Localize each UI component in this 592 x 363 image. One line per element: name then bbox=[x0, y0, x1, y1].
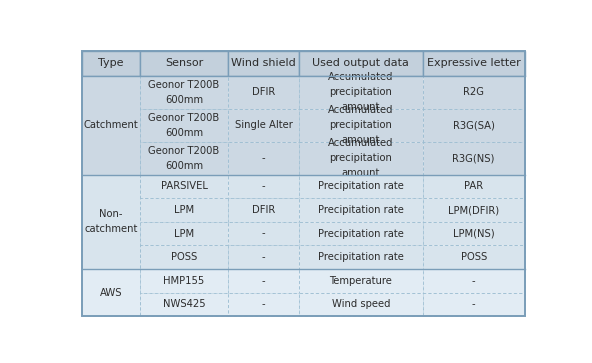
Bar bbox=[140, 269, 228, 293]
Text: Used output data: Used output data bbox=[313, 58, 409, 68]
Text: Sensor: Sensor bbox=[165, 58, 203, 68]
Bar bbox=[423, 50, 525, 76]
Text: Accumulated
precipitation
amount: Accumulated precipitation amount bbox=[328, 105, 394, 145]
Text: -: - bbox=[472, 299, 475, 309]
Text: Wind shield: Wind shield bbox=[231, 58, 296, 68]
Bar bbox=[228, 222, 299, 245]
Bar bbox=[82, 76, 140, 109]
Bar bbox=[228, 293, 299, 316]
Text: LPM(NS): LPM(NS) bbox=[453, 229, 494, 238]
Bar bbox=[140, 50, 228, 76]
Bar bbox=[299, 109, 423, 142]
Text: -: - bbox=[262, 182, 265, 191]
Bar bbox=[228, 269, 299, 293]
Bar bbox=[299, 245, 423, 269]
Bar bbox=[140, 109, 228, 142]
Text: Catchment: Catchment bbox=[83, 120, 139, 130]
Bar bbox=[82, 175, 140, 198]
Text: Precipitation rate: Precipitation rate bbox=[318, 229, 404, 238]
Bar bbox=[82, 142, 140, 175]
Bar bbox=[82, 175, 140, 269]
Text: Geonor T200B
600mm: Geonor T200B 600mm bbox=[149, 146, 220, 171]
Text: R3G(SA): R3G(SA) bbox=[453, 120, 495, 130]
Text: PAR: PAR bbox=[464, 182, 483, 191]
Bar bbox=[140, 293, 228, 316]
Bar bbox=[423, 269, 525, 293]
Text: Accumulated
precipitation
amount: Accumulated precipitation amount bbox=[328, 138, 394, 178]
Bar bbox=[423, 175, 525, 198]
Bar bbox=[140, 198, 228, 222]
Bar bbox=[299, 175, 423, 198]
Text: POSS: POSS bbox=[171, 252, 197, 262]
Text: LPM: LPM bbox=[174, 205, 194, 215]
Text: Wind speed: Wind speed bbox=[332, 299, 390, 309]
Bar bbox=[228, 245, 299, 269]
Text: Non-
catchment: Non- catchment bbox=[84, 209, 138, 234]
Bar bbox=[423, 222, 525, 245]
Bar bbox=[228, 109, 299, 142]
Text: Expressive letter: Expressive letter bbox=[427, 58, 520, 68]
Bar bbox=[423, 293, 525, 316]
Bar bbox=[228, 76, 299, 109]
Text: Type: Type bbox=[98, 58, 124, 68]
Text: Precipitation rate: Precipitation rate bbox=[318, 252, 404, 262]
Text: -: - bbox=[262, 229, 265, 238]
Text: Single Alter: Single Alter bbox=[234, 120, 292, 130]
Bar bbox=[82, 76, 140, 175]
Bar bbox=[423, 76, 525, 109]
Bar bbox=[140, 142, 228, 175]
Text: DFIR: DFIR bbox=[252, 87, 275, 97]
Bar bbox=[140, 76, 228, 109]
Bar bbox=[299, 142, 423, 175]
Bar bbox=[140, 175, 228, 198]
Bar bbox=[228, 142, 299, 175]
Text: Geonor T200B
600mm: Geonor T200B 600mm bbox=[149, 113, 220, 138]
Bar bbox=[228, 175, 299, 198]
Text: R3G(NS): R3G(NS) bbox=[452, 153, 495, 163]
Bar bbox=[82, 198, 140, 222]
Text: -: - bbox=[262, 276, 265, 286]
Bar bbox=[82, 222, 140, 245]
Bar bbox=[228, 198, 299, 222]
Text: POSS: POSS bbox=[461, 252, 487, 262]
Text: NWS425: NWS425 bbox=[163, 299, 205, 309]
Bar bbox=[140, 245, 228, 269]
Bar bbox=[423, 198, 525, 222]
Text: HMP155: HMP155 bbox=[163, 276, 205, 286]
Text: Precipitation rate: Precipitation rate bbox=[318, 182, 404, 191]
Bar bbox=[299, 269, 423, 293]
Bar bbox=[299, 222, 423, 245]
Text: -: - bbox=[262, 299, 265, 309]
Bar bbox=[299, 293, 423, 316]
Bar bbox=[228, 50, 299, 76]
Text: -: - bbox=[262, 153, 265, 163]
Bar bbox=[423, 142, 525, 175]
Text: Geonor T200B
600mm: Geonor T200B 600mm bbox=[149, 80, 220, 105]
Bar bbox=[299, 76, 423, 109]
Bar bbox=[82, 50, 140, 76]
Text: DFIR: DFIR bbox=[252, 205, 275, 215]
Text: R2G: R2G bbox=[463, 87, 484, 97]
Bar bbox=[423, 109, 525, 142]
Bar bbox=[423, 245, 525, 269]
Text: Precipitation rate: Precipitation rate bbox=[318, 205, 404, 215]
Text: AWS: AWS bbox=[100, 287, 123, 298]
Text: LPM(DFIR): LPM(DFIR) bbox=[448, 205, 499, 215]
Bar bbox=[140, 222, 228, 245]
Text: -: - bbox=[472, 276, 475, 286]
Bar bbox=[82, 109, 140, 142]
Bar bbox=[299, 198, 423, 222]
Text: -: - bbox=[262, 252, 265, 262]
Text: PARSIVEL: PARSIVEL bbox=[160, 182, 207, 191]
Text: Temperature: Temperature bbox=[330, 276, 392, 286]
Text: LPM: LPM bbox=[174, 229, 194, 238]
Bar bbox=[82, 293, 140, 316]
Bar bbox=[82, 269, 140, 293]
Bar bbox=[82, 245, 140, 269]
Bar bbox=[82, 269, 140, 316]
Bar bbox=[299, 50, 423, 76]
Text: Accumulated
precipitation
amount: Accumulated precipitation amount bbox=[328, 72, 394, 112]
